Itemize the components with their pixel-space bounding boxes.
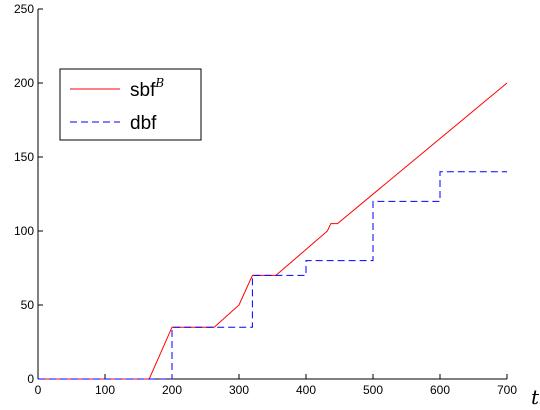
- y-tick-label: 200: [14, 76, 34, 90]
- x-tick-label: 400: [296, 383, 316, 397]
- x-axis-label: t: [531, 385, 540, 409]
- y-tick-label: 100: [14, 224, 34, 238]
- legend: sbfB dbf: [59, 68, 202, 141]
- x-tick-label: 500: [363, 383, 383, 397]
- series-layer: [38, 82, 508, 380]
- series-line-dbf: [38, 171, 507, 380]
- y-tick-label: 250: [14, 2, 34, 16]
- x-tick-label: 100: [95, 383, 115, 397]
- x-tick-label: 700: [497, 383, 517, 397]
- legend-label-sbf: sbfB: [130, 76, 164, 101]
- series-line-sbf: [38, 82, 508, 380]
- y-tick-label: 150: [14, 150, 34, 164]
- legend-label-dbf: dbf: [130, 113, 157, 134]
- x-tick-label: 0: [35, 383, 42, 397]
- x-tick-label: 300: [229, 383, 249, 397]
- axes: 0 100 200 300 400 500 600 700 0 50 100 150 200 250 t: [14, 2, 540, 409]
- legend-box: [59, 68, 202, 141]
- y-tick-label: 0: [27, 372, 34, 386]
- x-tick-label: 200: [162, 383, 182, 397]
- x-tick-label: 600: [430, 383, 450, 397]
- y-tick-label: 50: [21, 298, 35, 312]
